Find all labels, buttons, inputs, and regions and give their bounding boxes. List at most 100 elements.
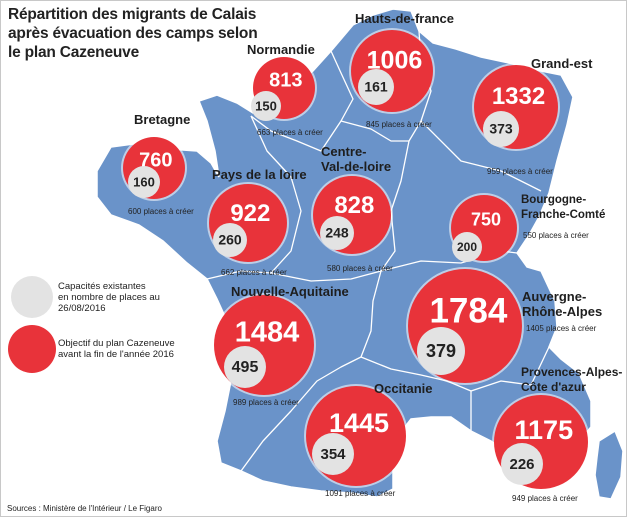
objective-value: 750 [471,209,501,229]
existing-circle [213,223,247,257]
corsica-shape [594,429,624,500]
existing-value: 379 [426,341,456,361]
legend-line: Objectif du plan Cazeneuve [58,338,175,349]
objective-value: 1175 [515,415,574,445]
legend-line: avant la fin de l'année 2016 [58,349,174,360]
legend-line: 26/08/2016 [58,303,106,314]
border-normandie-centre [250,115,409,152]
border-bretagne-pdl [198,120,220,178]
objective-value: 922 [230,200,270,227]
region-label-grand-est: Grand-est [531,56,593,71]
border-aquitaine-occitanie [240,356,362,472]
existing-value: 160 [133,174,155,189]
existing-value: 226 [509,456,534,473]
existing-circle [224,346,266,388]
existing-circle [312,433,354,475]
border-aquitaine-ara [360,270,382,358]
legend-objective-label: Objectif du plan Cazeneuve avant la fin … [58,338,175,360]
existing-circle [128,166,160,198]
places-to-create-hauts-de-france: 845 places à créer [366,120,432,129]
region-label-line: Provences-Alpes- [521,365,623,379]
region-label-bourgogne-franche-comte: Bourgogne- Franche-Comté [521,193,605,223]
places-to-create-occitanie: 1091 places à créer [325,489,396,498]
region-label-paca: Provences-Alpes- Côte d'azur [521,365,622,395]
border-ara-occitanie [360,356,472,392]
region-label-line: Centre- [321,144,367,159]
places-to-create-centre-val-de-loire: 580 places à créer [327,264,393,273]
region-label-line: Auvergne- [522,289,587,304]
existing-value: 150 [255,98,277,113]
existing-value: 161 [364,79,388,95]
places-to-create-bretagne: 600 places à créer [128,207,194,216]
bubble-grand-est: 1332 373 [472,63,560,151]
bubble-paca: 1175 226 [492,393,590,491]
objective-value: 1445 [329,408,389,438]
objective-value: 1332 [492,83,545,110]
region-label-line: Val-de-loire [321,159,392,174]
bubble-auvergne-rhone-alpes: 1784 379 [406,267,524,385]
objective-value: 1784 [429,292,507,331]
existing-circle [320,216,354,250]
region-label-line: Franche-Comté [521,209,606,221]
border-grandest-bourgogne [420,120,542,192]
region-label-nouvelle-aquitaine: Nouvelle-Aquitaine [231,284,349,299]
legend-line: Capacités existantes [58,281,146,292]
places-to-create-normandie: 663 places à créer [257,128,323,137]
bubble-bourgogne-franche-comte: 750 200 [449,193,519,263]
existing-value: 495 [232,359,259,376]
objective-value: 813 [269,69,302,91]
objective-value: 760 [139,149,172,171]
legend-existing-label: Capacités existantes en nombre de places… [58,281,160,314]
existing-circle [452,232,482,262]
region-label-pays-de-la-loire: Pays de la loire [212,167,307,182]
objective-value: 1484 [235,317,300,349]
places-to-create-bourgogne-franche-comte: 550 places à créer [523,231,589,240]
border-pdl-centre [250,115,302,274]
existing-circle [358,69,394,105]
legend-circles [8,276,56,373]
objective-value: 828 [334,192,374,219]
region-label-auvergne-rhone-alpes: Auvergne- Rhône-Alpes [522,289,602,319]
places-to-create-pays-de-la-loire: 662 places à créer [221,268,287,277]
border-ara-paca [470,346,550,392]
places-to-create-grand-est: 959 places à créer [487,167,553,176]
border-centre-aquitaine [270,270,382,282]
region-label-line: Rhône-Alpes [522,304,603,319]
legend-line: en nombre de places au [58,292,160,303]
existing-circle [483,111,519,147]
border-normandie-hdf [330,50,354,122]
existing-value: 248 [325,225,349,241]
legend-objective-circle [8,325,56,373]
region-borders [198,30,550,472]
region-label-normandie: Normandie [247,42,315,57]
region-label-line: Bourgogne- [521,194,587,206]
places-to-create-paca: 949 places à créer [512,494,578,503]
region-label-hauts-de-france: Hauts-de-france [355,11,454,26]
existing-value: 373 [489,121,513,137]
region-label-centre-val-de-loire: Centre- Val-de-loire [321,144,391,174]
region-label-bretagne: Bretagne [134,112,191,127]
region-label-occitanie: Occitanie [374,381,433,396]
source-credit: Sources : Ministère de l'Intérieur / Le … [7,504,162,513]
places-to-create-nouvelle-aquitaine: 989 places à créer [233,398,299,407]
page-title: Répartition des migrants de Calais après… [8,6,258,61]
existing-value: 200 [457,240,477,254]
existing-value: 260 [218,232,242,248]
border-pdl-aquitaine [206,270,272,280]
existing-circle [417,327,465,375]
bubble-nouvelle-aquitaine: 1484 495 [212,293,316,397]
places-to-create-auvergne-rhone-alpes: 1405 places à créer [526,324,597,333]
existing-circle [251,91,281,121]
bubble-occitanie: 1445 354 [304,384,408,488]
legend-existing-circle [11,276,53,318]
existing-value: 354 [320,446,346,463]
region-label-line: Côte d'azur [521,380,586,394]
